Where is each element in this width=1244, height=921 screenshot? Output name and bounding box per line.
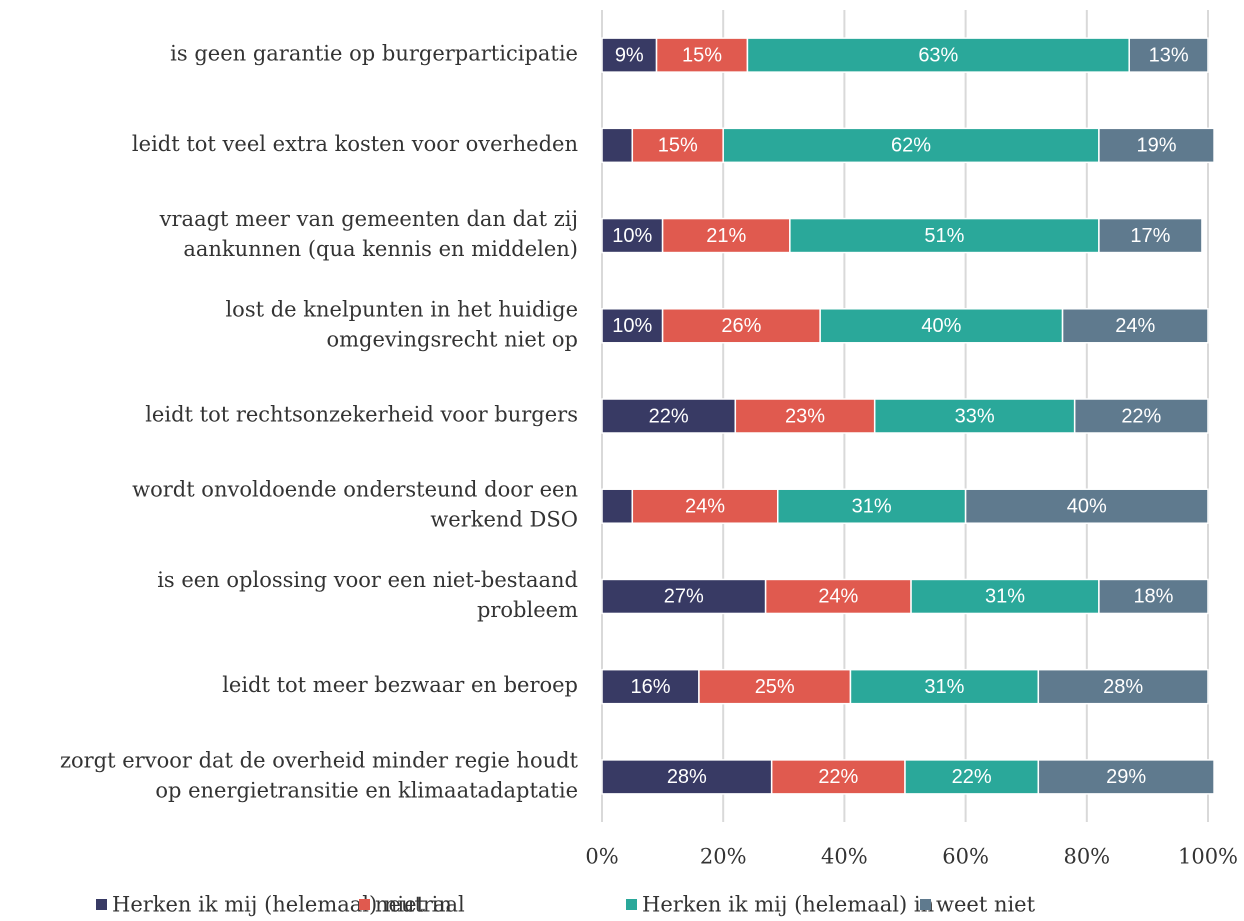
data-label: 19%	[1136, 135, 1176, 157]
bar-segment	[789, 217, 1100, 254]
data-label: 40%	[1067, 496, 1107, 518]
data-label: 31%	[924, 676, 964, 698]
data-label: 21%	[706, 225, 746, 247]
bar-segment	[849, 668, 1040, 705]
data-label: 22%	[1121, 405, 1161, 427]
data-label: 10%	[612, 315, 652, 337]
bar-segment	[770, 759, 906, 795]
x-tick-label: 100%	[1178, 845, 1238, 869]
x-tick-label: 60%	[942, 845, 989, 869]
y-tick-label: werkend DSO	[430, 508, 578, 532]
x-tick-label: 0%	[585, 845, 618, 869]
data-label: 63%	[918, 44, 958, 66]
bar-segment	[1037, 668, 1209, 705]
y-tick-label: leidt tot veel extra kosten voor overhed…	[132, 132, 578, 156]
data-label: 31%	[985, 586, 1025, 608]
bar-segment	[1073, 398, 1209, 434]
data-label: 17%	[1130, 225, 1170, 247]
bar-segment	[904, 759, 1040, 795]
bar-segment	[1128, 37, 1209, 73]
data-label: 22%	[818, 766, 858, 788]
y-tick-label: omgevingsrecht niet op	[327, 327, 579, 351]
bar-segment	[631, 127, 724, 164]
bar-segment	[601, 308, 664, 344]
data-label: 62%	[891, 135, 931, 157]
legend-label: Herken ik mij (helemaal) niet in	[112, 893, 452, 917]
y-tick-label: leidt tot meer bezwaar en beroep	[222, 673, 578, 697]
bar-segment	[1098, 127, 1215, 164]
data-label: 15%	[682, 44, 722, 66]
legend-swatch	[626, 899, 637, 910]
bar-segment	[964, 488, 1209, 524]
data-label: 23%	[785, 405, 825, 427]
bar-segment	[873, 398, 1076, 434]
bar-segment	[661, 217, 791, 254]
legend-swatch	[359, 899, 370, 910]
bar-segment	[1098, 578, 1209, 615]
data-label: 22%	[649, 405, 689, 427]
data-label: 27%	[664, 586, 704, 608]
data-label: 18%	[1133, 586, 1173, 608]
bar-segment	[734, 398, 876, 434]
data-label: 26%	[721, 315, 761, 337]
bar-segment	[698, 668, 852, 705]
data-label: 13%	[1149, 44, 1189, 66]
data-label: 24%	[685, 496, 725, 518]
data-label: 10%	[612, 225, 652, 247]
data-label: 25%	[755, 676, 795, 698]
legend-swatch	[96, 899, 107, 910]
bar-segment	[601, 578, 767, 615]
data-label: 28%	[1103, 676, 1143, 698]
data-label: 33%	[955, 405, 995, 427]
y-tick-label: aankunnen (qua kennis en middelen)	[183, 237, 578, 261]
y-tick-label: vraagt meer van gemeenten dan dat zij	[159, 207, 578, 231]
bar-segment	[601, 759, 773, 795]
y-tick-label: zorgt ervoor dat de overheid minder regi…	[60, 748, 579, 772]
data-label: 29%	[1106, 766, 1146, 788]
bar-segment	[1098, 217, 1203, 254]
bar-segment	[661, 308, 821, 344]
y-tick-label: is een oplossing voor een niet-bestaand	[157, 568, 578, 592]
y-tick-label: wordt onvoldoende ondersteund door een	[132, 478, 578, 502]
legend-label: Herken ik mij (helemaal) in	[642, 893, 934, 917]
bar-segment	[601, 127, 634, 164]
y-tick-label: probleem	[477, 598, 578, 622]
y-tick-label: leidt tot rechtsonzekerheid voor burgers	[145, 403, 578, 427]
data-label: 24%	[1115, 315, 1155, 337]
data-label: 22%	[952, 766, 992, 788]
y-tick-label: lost de knelpunten in het huidige	[225, 297, 578, 321]
bar-segment	[819, 308, 1064, 344]
data-label: 40%	[921, 315, 961, 337]
data-label: 24%	[818, 586, 858, 608]
legend-swatch	[920, 899, 931, 910]
data-label: 16%	[630, 676, 670, 698]
bar-segment	[601, 488, 634, 524]
data-label: 31%	[852, 496, 892, 518]
x-tick-label: 80%	[1063, 845, 1110, 869]
legend-label: neutraal	[375, 893, 465, 917]
bar-segment	[1061, 308, 1209, 344]
data-label: 28%	[667, 766, 707, 788]
legend-label: weet niet	[936, 893, 1036, 917]
bar-segment	[1037, 759, 1215, 795]
bar-segment	[601, 668, 700, 705]
y-tick-label: is geen garantie op burgerparticipatie	[170, 42, 578, 66]
x-tick-label: 20%	[700, 845, 747, 869]
bar-segment	[601, 37, 658, 73]
y-tick-label: op energietransitie en klimaatadaptatie	[155, 778, 578, 802]
bar-segment	[601, 217, 664, 254]
data-label: 51%	[924, 225, 964, 247]
bar-segment	[764, 578, 912, 615]
data-label: 9%	[615, 44, 644, 66]
bar-segment	[722, 127, 1100, 164]
data-label: 15%	[658, 135, 698, 157]
x-tick-label: 40%	[821, 845, 868, 869]
